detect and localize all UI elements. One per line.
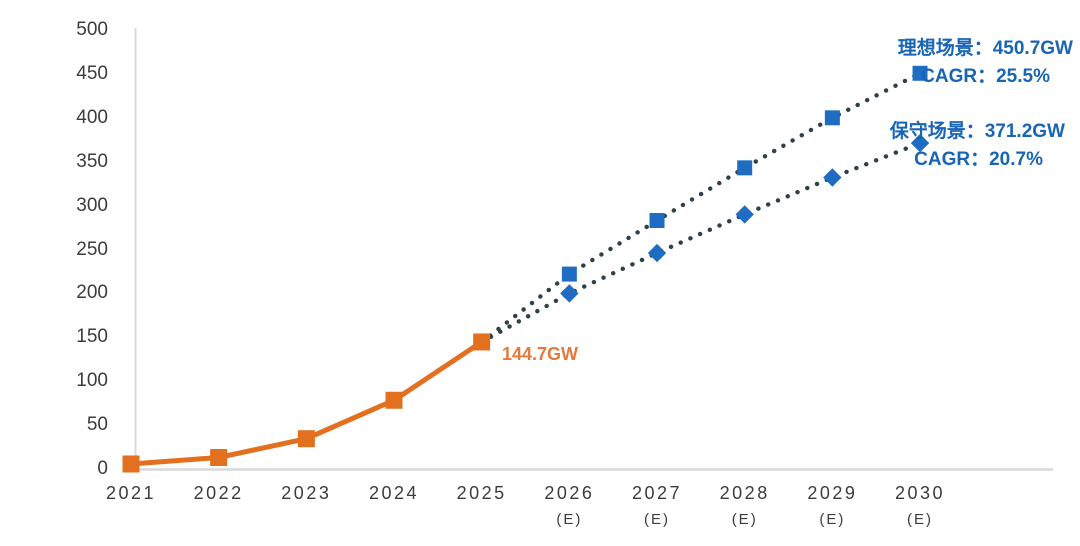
y-axis-tick-label: 300	[76, 194, 108, 216]
series-line-1	[479, 71, 923, 345]
series-2-marker	[647, 243, 667, 263]
ideal-scenario-cagr-label: CAGR：25.5%	[921, 66, 1050, 87]
ideal-scenario-value-label: 理想场景：450.7GW	[897, 38, 1073, 59]
x-axis-tick-label: 2025	[456, 483, 507, 503]
series-1-marker	[912, 65, 928, 81]
y-axis-tick-label: 350	[76, 150, 108, 172]
series-0-marker	[297, 430, 315, 448]
x-axis-tick-label: 2029	[807, 483, 858, 503]
conservative-scenario-value-label: 保守场景：371.2GW	[889, 121, 1065, 142]
series-1-marker	[737, 160, 753, 176]
series-line-2	[479, 140, 923, 345]
y-axis-tick-label: 200	[76, 282, 108, 304]
x-axis-estimate-sublabel: (E)	[644, 511, 671, 528]
x-axis-tick-label: 2023	[281, 483, 332, 503]
x-axis-estimate-sublabel: (E)	[556, 511, 583, 528]
y-axis-tick-label: 50	[86, 414, 108, 436]
x-axis-tick-label: 2030	[894, 483, 946, 503]
value-2025-label: 144.7GW	[502, 344, 579, 364]
series-2-marker	[560, 284, 579, 303]
series-0-marker	[385, 391, 403, 409]
series-2-marker	[735, 205, 754, 224]
y-axis-tick-label: 150	[76, 326, 108, 348]
x-axis-tick-label: 2022	[193, 483, 244, 503]
x-axis-tick-label: 2026	[544, 483, 595, 503]
y-axis-tick-label: 450	[76, 62, 108, 84]
conservative-scenario-cagr-label: CAGR：20.7%	[914, 149, 1043, 170]
x-axis-tick-label: 2021	[105, 483, 157, 503]
y-axis-tick-label: 500	[76, 19, 108, 40]
y-axis-tick-label: 400	[76, 106, 108, 128]
x-axis-tick-label: 2027	[631, 483, 683, 503]
series-1-marker	[561, 266, 577, 282]
y-axis-tick-label: 100	[76, 370, 108, 392]
x-axis-estimate-sublabel: (E)	[731, 511, 758, 528]
series-1-marker	[649, 213, 665, 229]
x-axis-tick-label: 2028	[719, 483, 770, 503]
series-0-marker	[210, 448, 228, 466]
series-1-marker	[824, 110, 840, 126]
series-2-marker	[823, 168, 842, 187]
series-2-marker	[910, 133, 930, 153]
x-axis-tick-label: 2024	[368, 483, 420, 503]
x-axis-estimate-sublabel: (E)	[907, 511, 934, 528]
x-axis-estimate-sublabel: (E)	[819, 511, 846, 528]
y-axis-tick-label: 250	[76, 238, 108, 260]
series-0-marker	[473, 333, 491, 351]
series-0-marker	[122, 455, 140, 473]
y-axis-tick-label: 0	[97, 458, 108, 479]
